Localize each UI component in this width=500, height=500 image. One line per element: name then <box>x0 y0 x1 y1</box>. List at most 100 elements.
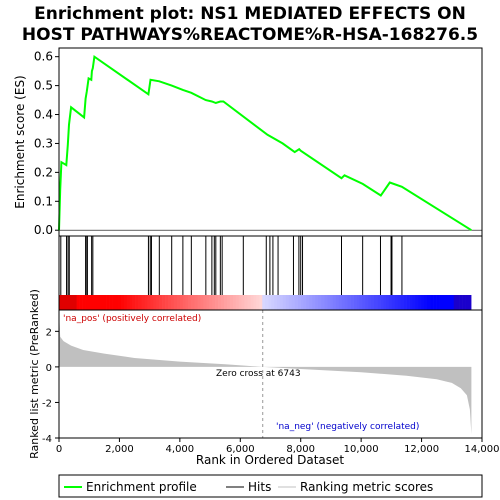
rank-color-cell <box>433 295 437 310</box>
hits-panel <box>59 235 482 295</box>
rank-color-cell <box>465 295 469 310</box>
rank-color-cell <box>377 295 381 310</box>
x-tick-label: 10,000 <box>344 444 379 455</box>
rank-color-cell <box>235 295 239 310</box>
rank-color-cell <box>276 295 281 310</box>
rank-color-cell <box>117 295 122 310</box>
rank-color-cell <box>100 295 104 310</box>
rank-color-cell <box>244 295 248 310</box>
rank-color-cell <box>388 295 393 310</box>
rank-color-cell <box>176 295 181 310</box>
rank-color-cell <box>338 295 343 310</box>
es-y-tick-label: 0.6 <box>34 50 53 64</box>
rank-color-cell <box>282 295 287 310</box>
es-y-tick-label: 0.2 <box>34 165 53 179</box>
rank-color-cell <box>226 295 231 310</box>
rank-color-cell <box>126 295 131 310</box>
rank-color-cell <box>359 295 363 310</box>
rank-color-cell <box>106 295 110 310</box>
rank-color-cell <box>206 295 210 310</box>
rank-color-cell <box>294 295 298 310</box>
rank-color-cell <box>400 295 404 310</box>
es-y-tick-label: 0.1 <box>34 194 53 208</box>
rank-color-cell <box>271 295 275 310</box>
rank-color-cell <box>253 295 257 310</box>
rank-color-cell <box>430 295 434 310</box>
rank-color-cell <box>456 295 460 310</box>
rank-color-cell <box>374 295 378 310</box>
rank-color-cell <box>135 295 139 310</box>
rank-color-cell <box>259 295 263 310</box>
rank-color-cell <box>88 295 92 310</box>
rank-color-cell <box>441 295 446 310</box>
rank-color-cell <box>247 295 251 310</box>
rank-color-cell <box>315 295 319 310</box>
rank-color-cell <box>341 295 346 310</box>
rank-color-cell <box>409 295 413 310</box>
rank-color-cell <box>103 295 107 310</box>
rank-color-cell <box>312 295 316 310</box>
rank-color-cell <box>238 295 242 310</box>
legend-label-hits: Hits <box>248 480 271 494</box>
rank-color-cell <box>418 295 422 310</box>
x-tick-label: 6,000 <box>226 444 255 455</box>
x-tick-label: 12,000 <box>404 444 439 455</box>
legend-box <box>58 474 483 498</box>
rank-color-cell <box>97 295 101 310</box>
rank-color-cell <box>421 295 425 310</box>
rank-color-cell <box>344 295 348 310</box>
x-tick-label: 14,000 <box>465 444 500 455</box>
rank-color-cell <box>262 295 266 310</box>
rank-color-cell <box>203 295 207 310</box>
rank-color-cell <box>327 295 331 310</box>
rank-color-cell <box>335 295 340 310</box>
rank-color-cell <box>444 295 449 310</box>
rank-color-cell <box>182 295 186 310</box>
rank-color-cell <box>380 295 384 310</box>
metric-y-tick-label: 2 <box>46 327 52 338</box>
rank-color-cell <box>64 295 69 310</box>
rank-color-cell <box>141 295 145 310</box>
rank-color-cell <box>162 295 166 310</box>
x-tick-label: 2,000 <box>105 444 134 455</box>
rank-bar-tail <box>471 295 482 310</box>
chart-title-line-2: HOST PATHWAYS%REACTOME%R-HSA-168276.5 <box>22 25 478 45</box>
es-y-tick-label: 0.0 <box>34 223 53 237</box>
rank-color-cell <box>318 295 322 310</box>
rank-color-cell <box>439 295 443 310</box>
rank-color-cell <box>156 295 160 310</box>
rank-color-cell <box>76 295 80 310</box>
rank-color-cell <box>185 295 189 310</box>
rank-color-cell <box>424 295 428 310</box>
rank-color-cell <box>173 295 178 310</box>
rank-color-cell <box>85 295 89 310</box>
rank-color-cell <box>165 295 169 310</box>
x-tick-label: 4,000 <box>166 444 195 455</box>
rank-color-cell <box>229 295 234 310</box>
rank-color-cell <box>194 295 198 310</box>
rank-color-cell <box>371 295 375 310</box>
rank-color-cell <box>82 295 86 310</box>
rank-color-cell <box>67 295 72 310</box>
rank-color-cell <box>391 295 396 310</box>
rank-color-cell <box>232 295 237 310</box>
rank-color-cell <box>362 295 366 310</box>
legend: Enrichment profile Hits Ranking metric s… <box>58 474 483 498</box>
rank-color-cell <box>306 295 310 310</box>
es-y-tick-label: 0.5 <box>34 79 53 93</box>
rank-color-cell <box>303 295 307 310</box>
rank-color-cell <box>383 295 387 310</box>
es-axis-label: Enrichment score (ES) <box>13 75 27 208</box>
rank-color-cell <box>188 295 192 310</box>
neg-correlated-label: 'na_neg' (negatively correlated) <box>276 422 419 432</box>
pos-correlated-label: 'na_pos' (positively correlated) <box>63 314 201 324</box>
rank-color-cell <box>394 295 399 310</box>
rank-color-cell <box>324 295 328 310</box>
metric-y-tick-label: -2 <box>42 398 52 409</box>
metric-panel: -4 -2 0 2 0 2,000 4,000 6,000 8,000 10,000 12,000 1… <box>42 310 500 455</box>
rank-color-cell <box>347 295 351 310</box>
rank-color-cell <box>265 295 269 310</box>
rank-color-cell <box>197 295 201 310</box>
rank-color-cell <box>285 295 290 310</box>
